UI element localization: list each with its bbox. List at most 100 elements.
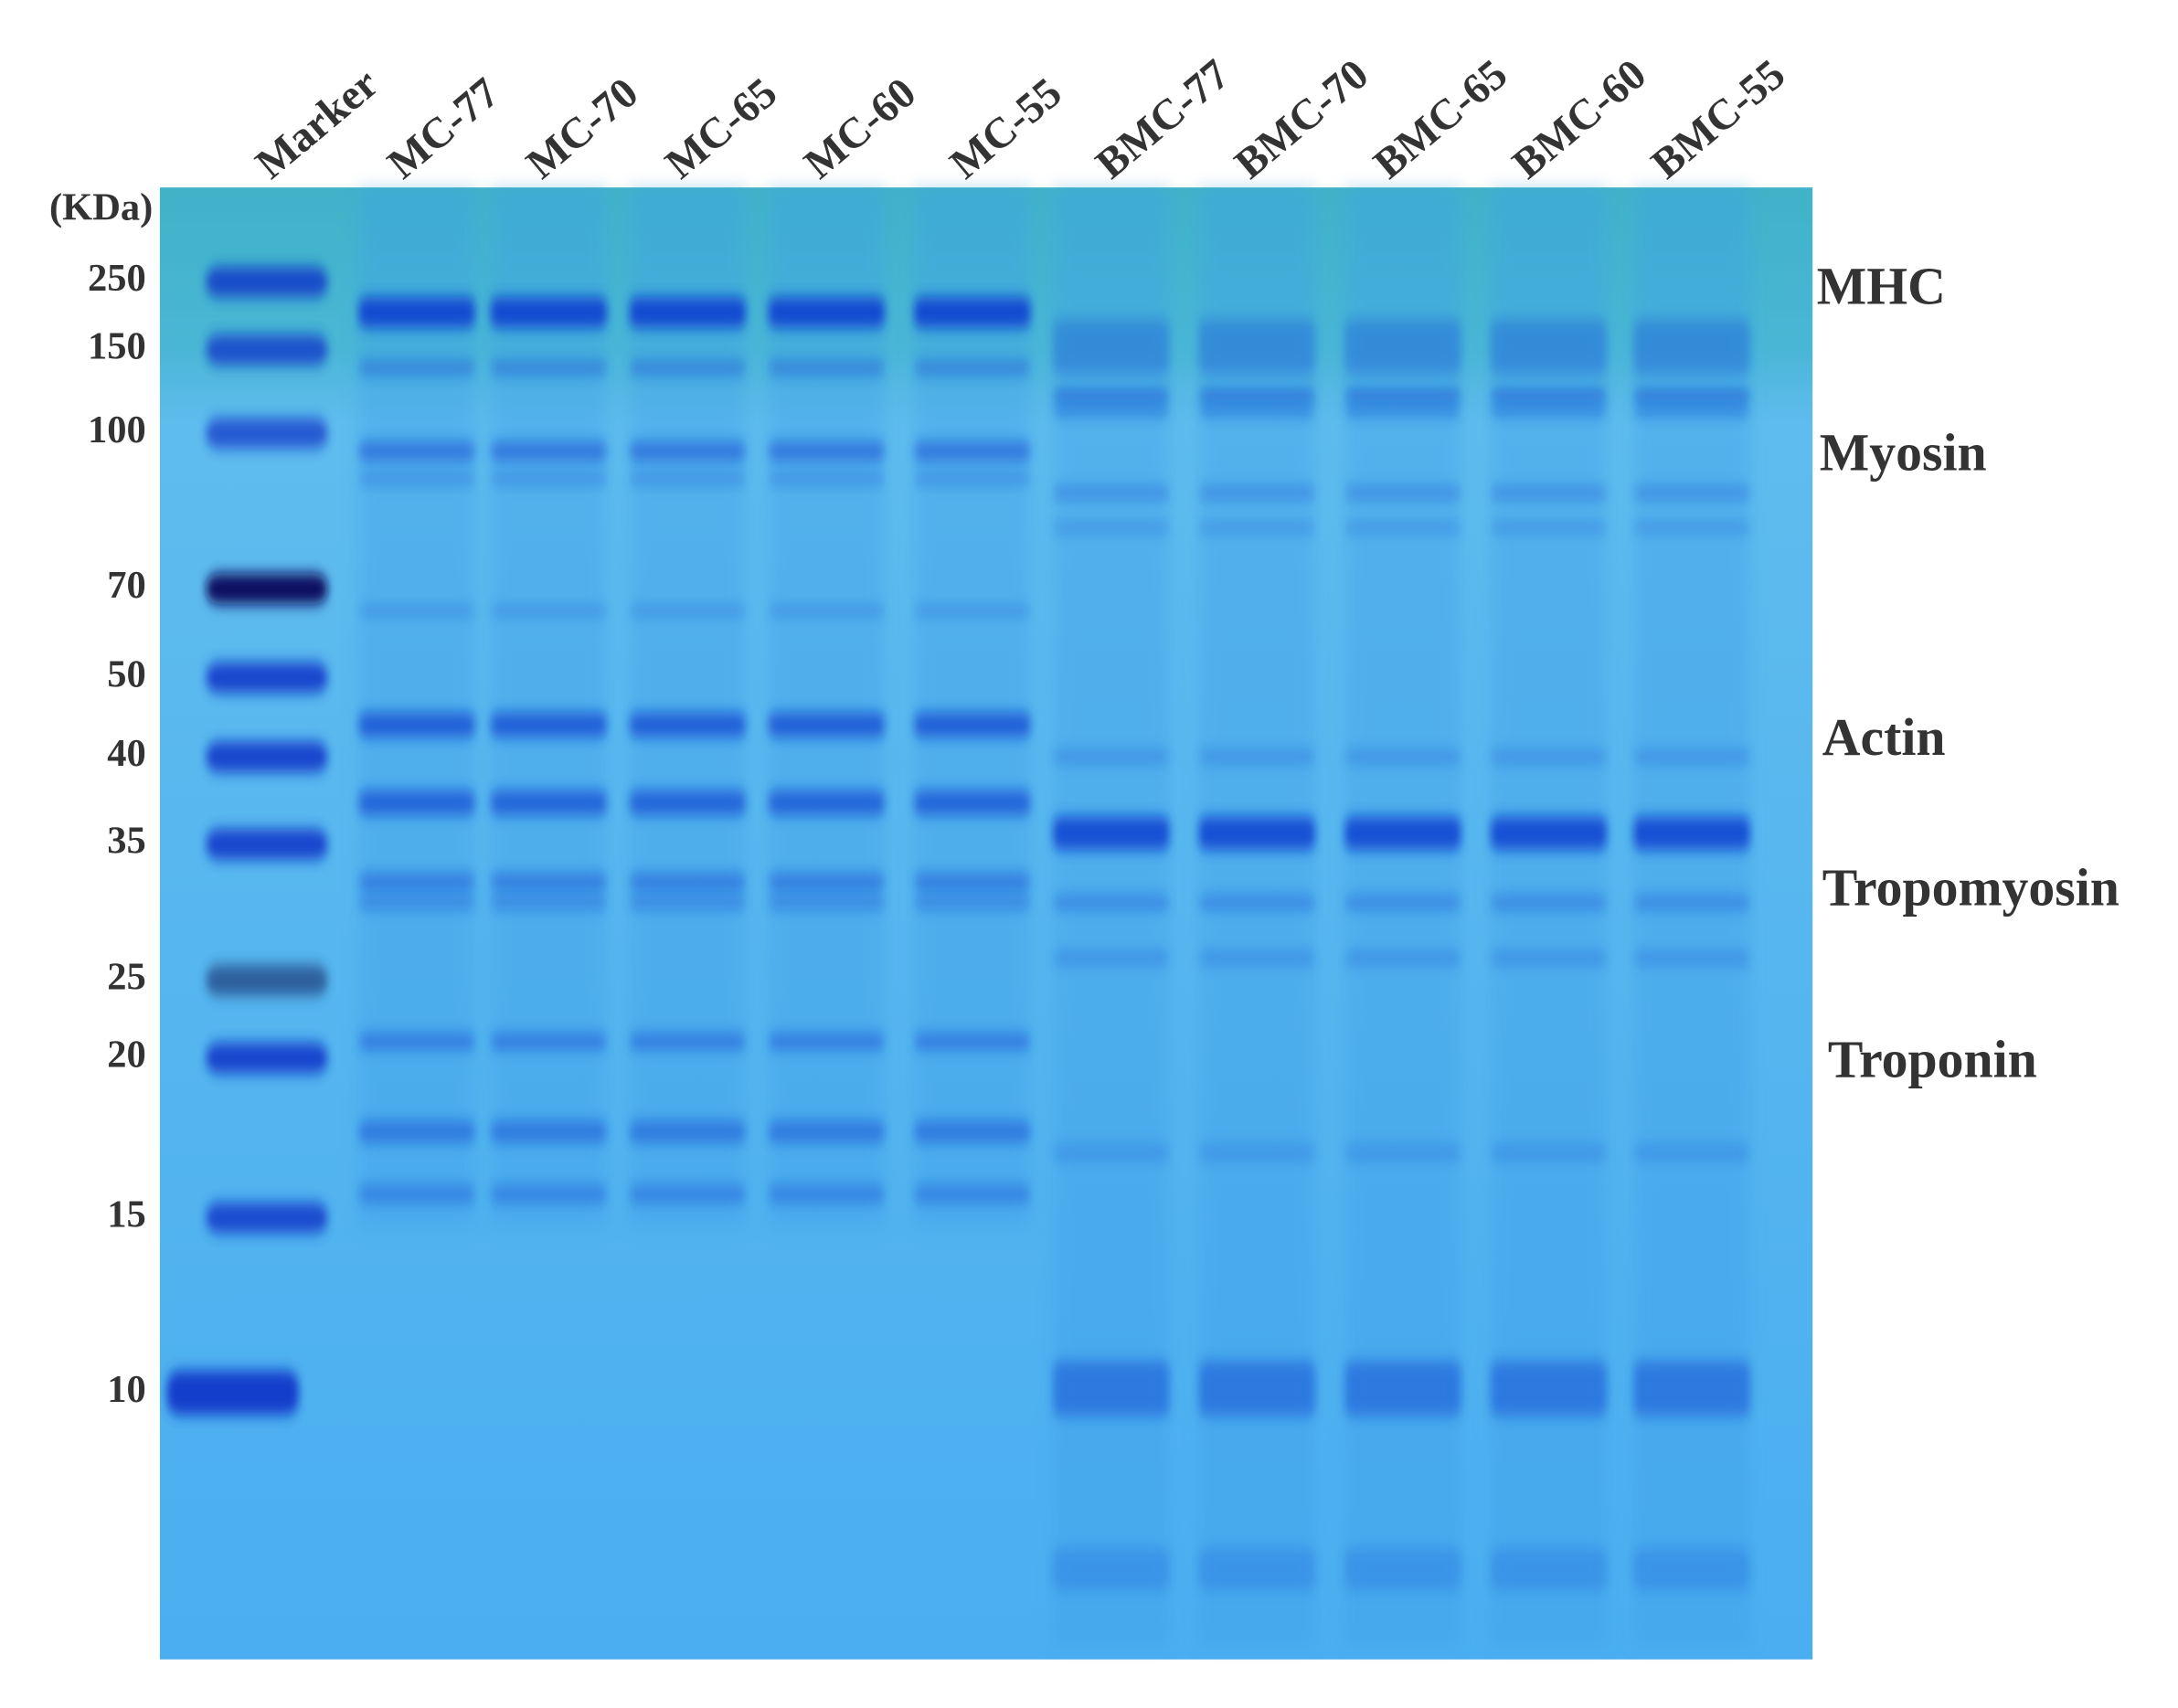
sample-band — [1198, 407, 1316, 416]
sample-band — [1633, 319, 1750, 376]
lane-track — [768, 187, 886, 1229]
sample-band — [629, 473, 747, 485]
sample-band — [358, 712, 475, 737]
sample-band — [1052, 485, 1170, 501]
sample-band — [1198, 1548, 1316, 1590]
protein-label: Troponin — [1828, 1032, 2037, 1089]
sample-band — [1052, 816, 1170, 850]
sample-band — [1198, 1144, 1316, 1162]
marker-band — [206, 741, 328, 772]
marker-band — [206, 418, 328, 449]
protein-label: Myosin — [1820, 425, 1987, 483]
sample-band — [490, 790, 608, 815]
sample-band — [768, 873, 886, 891]
sample-band — [629, 1033, 747, 1050]
sample-band — [768, 297, 886, 328]
sample-band — [490, 605, 608, 617]
sample-band — [1490, 389, 1608, 402]
sample-band — [1490, 1144, 1608, 1162]
lane-label: MC-55 — [941, 69, 1071, 188]
sample-band — [768, 605, 886, 617]
sample-band — [1198, 389, 1316, 402]
marker-band — [206, 1043, 328, 1074]
lane-label: MC-65 — [656, 69, 786, 188]
sample-band — [490, 1033, 608, 1050]
marker-band — [206, 334, 328, 366]
sample-band — [629, 1184, 747, 1204]
protein-label: MHC — [1817, 258, 1946, 315]
sample-band — [1052, 896, 1170, 910]
sample-band — [1198, 319, 1316, 376]
sample-band — [914, 712, 1031, 737]
lane-track — [1344, 187, 1461, 1646]
mw-label: 70 — [107, 564, 146, 607]
sample-band — [1052, 1548, 1170, 1590]
sample-band — [1344, 896, 1461, 910]
sample-band — [1344, 522, 1461, 534]
sample-band — [490, 873, 608, 891]
lane-track — [1052, 187, 1170, 1646]
marker-band — [206, 965, 328, 996]
sample-band — [629, 297, 747, 328]
sample-band — [1344, 950, 1461, 966]
sample-band — [1490, 485, 1608, 501]
sample-band — [1633, 407, 1750, 416]
sample-band — [1633, 896, 1750, 910]
sample-band — [914, 873, 1031, 891]
sample-band — [914, 790, 1031, 815]
mw-label: 20 — [107, 1034, 146, 1077]
sample-band — [358, 1120, 475, 1143]
mw-label: 40 — [107, 732, 146, 775]
sample-band — [1198, 950, 1316, 966]
lane-label: MC-77 — [379, 69, 509, 188]
sample-band — [914, 473, 1031, 485]
sample-band — [1633, 1548, 1750, 1590]
sample-band — [1344, 749, 1461, 764]
marker-band — [166, 1370, 299, 1416]
sample-band — [1633, 522, 1750, 534]
lane-label: Marker — [247, 59, 388, 188]
mw-label: 10 — [107, 1368, 146, 1411]
sample-band — [1633, 950, 1750, 966]
sample-band — [1633, 816, 1750, 850]
sample-band — [914, 441, 1031, 461]
sample-band — [1344, 1548, 1461, 1590]
sample-band — [1490, 749, 1608, 764]
lane-track — [1490, 187, 1608, 1646]
sample-band — [1490, 816, 1608, 850]
sample-band — [1052, 522, 1170, 534]
lane-label: BMC-77 — [1087, 50, 1238, 188]
sample-band — [1052, 1144, 1170, 1162]
sample-band — [1344, 816, 1461, 850]
sample-band — [490, 297, 608, 328]
sample-band — [358, 896, 475, 910]
lane-label: BMC-60 — [1503, 50, 1655, 188]
sample-band — [358, 473, 475, 485]
sample-band — [1344, 389, 1461, 402]
mw-label: 15 — [107, 1193, 146, 1236]
sample-band — [629, 1120, 747, 1143]
sample-band — [1490, 522, 1608, 534]
sample-band — [768, 790, 886, 815]
marker-band — [206, 829, 328, 860]
sample-band — [1490, 896, 1608, 910]
sample-band — [768, 473, 886, 485]
sample-band — [1198, 896, 1316, 910]
mw-label: 250 — [88, 257, 146, 300]
sample-band — [1052, 319, 1170, 376]
lane-label: MC-60 — [795, 69, 925, 188]
protein-label: Actin — [1822, 709, 1946, 767]
lane-label: BMC-70 — [1226, 50, 1377, 188]
sample-band — [768, 1033, 886, 1050]
sample-band — [914, 361, 1031, 376]
marker-band — [206, 573, 328, 604]
sample-band — [914, 896, 1031, 910]
sample-band — [1052, 749, 1170, 764]
sample-band — [1633, 749, 1750, 764]
sample-band — [768, 1184, 886, 1204]
sample-band — [1052, 950, 1170, 966]
lane-track — [914, 187, 1031, 1229]
sample-band — [490, 441, 608, 461]
sample-band — [914, 1120, 1031, 1143]
sample-band — [768, 712, 886, 737]
